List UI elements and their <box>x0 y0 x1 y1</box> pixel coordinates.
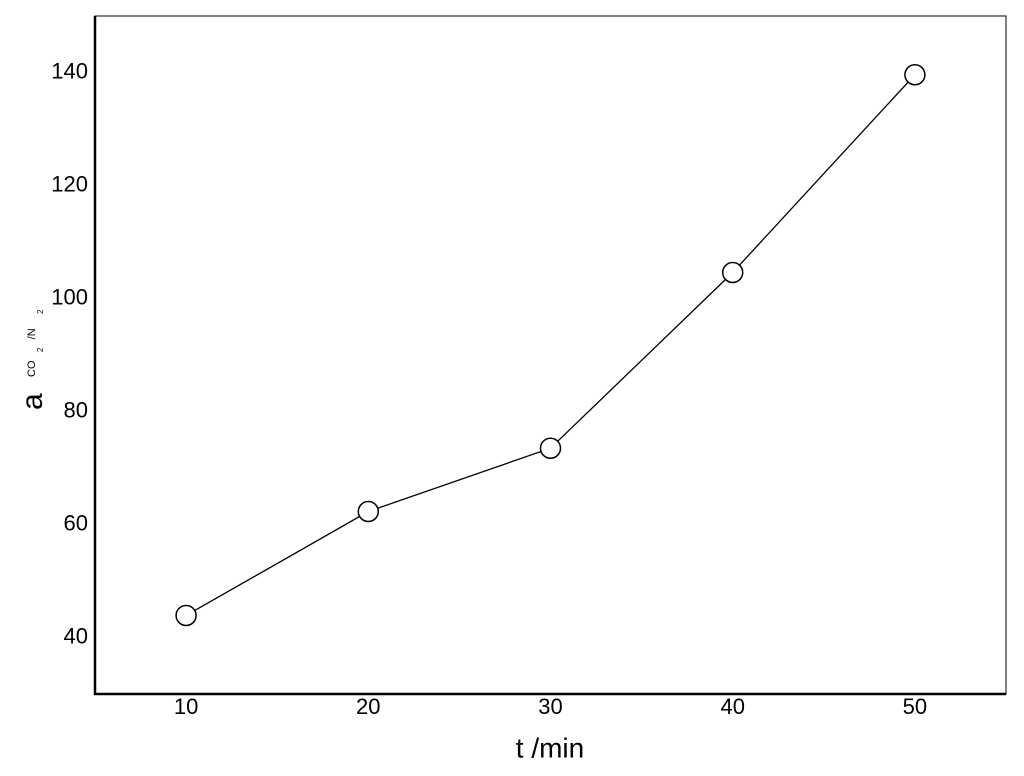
x-tick-label: 40 <box>720 694 744 719</box>
x-tick-label: 20 <box>356 694 380 719</box>
marker <box>904 64 926 86</box>
marker <box>175 604 197 627</box>
y-axis-label-main: a <box>16 393 49 410</box>
marker <box>357 500 380 523</box>
marker <box>539 437 562 459</box>
y-axis-label: a CO 2 /N 2 <box>14 309 56 410</box>
y-tick-label: 100 <box>51 284 88 309</box>
y-axis-label-group: a CO 2 /N 2 <box>14 309 56 410</box>
y-axis-label-sub: /N <box>26 328 38 339</box>
y-tick-label: 80 <box>64 397 88 422</box>
y-tick-label: 60 <box>64 510 88 535</box>
y-axis-label-sub: CO <box>26 360 38 377</box>
y-tick-label: 140 <box>51 58 88 83</box>
x-tick-label: 50 <box>903 694 927 719</box>
line <box>185 74 916 617</box>
y-axis-label-sub: 2 <box>36 347 45 352</box>
x-tick-label: 30 <box>538 694 562 719</box>
marker <box>721 261 744 284</box>
y-tick-label: 120 <box>51 171 88 196</box>
y-axis-label-sub: 2 <box>36 309 45 314</box>
x-tick-label: 10 <box>174 694 198 719</box>
plot-frame <box>94 15 1007 695</box>
x-axis-label: t /min <box>516 732 584 763</box>
y-tick-label: 40 <box>64 623 88 648</box>
